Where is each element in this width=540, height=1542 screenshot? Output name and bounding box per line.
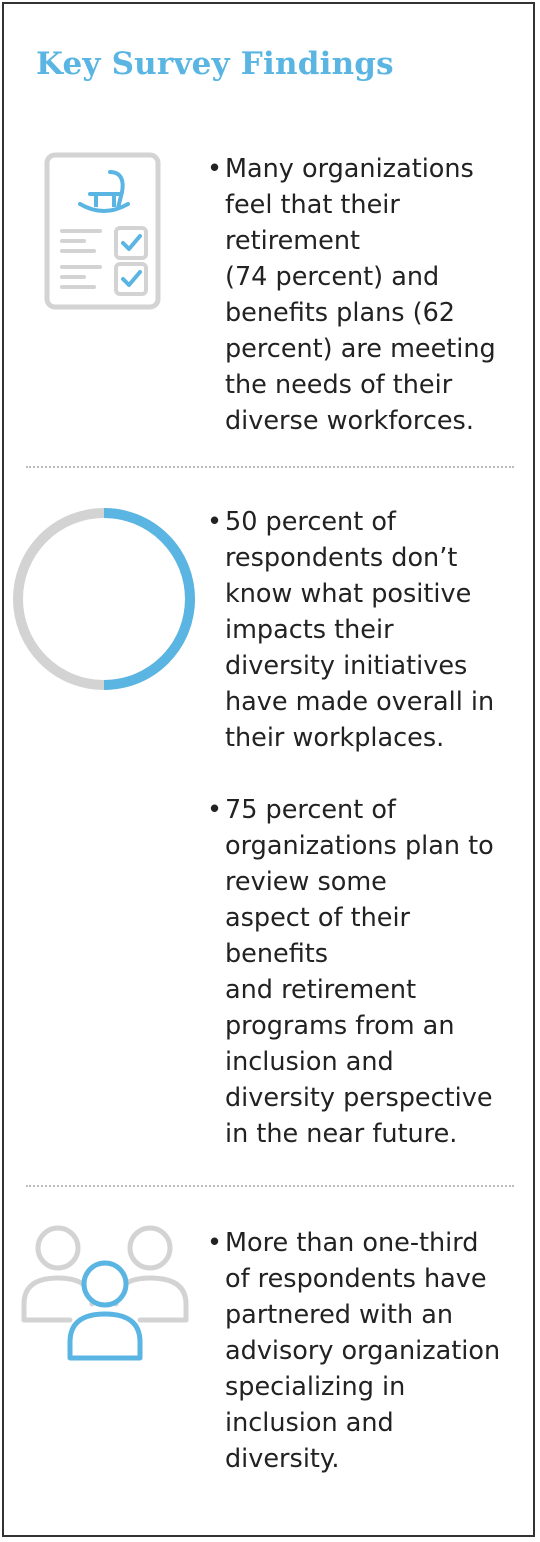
finding-text-line: aspect of their [225, 903, 411, 933]
finding-diversity-impacts: • 50 percent of respondents don’t know w… [207, 504, 512, 756]
finding-retirement-benefits: • Many organizations feel that their ret… [207, 151, 512, 439]
bullet: • [207, 154, 223, 184]
half-donut-icon [13, 508, 195, 690]
finding-text-line: their workplaces. [225, 723, 445, 753]
finding-text-line: Many organizations [225, 154, 474, 184]
finding-program-review: • 75 percent of organizations plan to re… [207, 792, 512, 1152]
finding-text-line: know what positive [225, 579, 472, 609]
finding-text-line: retirement [225, 226, 360, 256]
finding-text-line: respondents don’t [225, 543, 458, 573]
finding-text-line: have made overall in [225, 687, 495, 717]
finding-text-line: impacts their [225, 615, 394, 645]
bullet: • [207, 1228, 223, 1258]
finding-text-line: organizations plan to [225, 831, 494, 861]
people-group-icon [21, 1225, 189, 1361]
finding-text-line: More than one-third [225, 1228, 479, 1258]
finding-text-line: diverse workforces. [225, 406, 474, 436]
finding-text-line: advisory organization [225, 1336, 501, 1366]
finding-text-line: 75 percent of [225, 795, 396, 825]
page-title: Key Survey Findings [36, 46, 394, 82]
finding-text-line: specializing in [225, 1372, 406, 1402]
bullet: • [207, 507, 223, 537]
finding-text-line: partnered with an [225, 1300, 454, 1330]
finding-text-line: diversity initiatives [225, 651, 468, 681]
finding-text-line: and retirement [225, 975, 417, 1005]
finding-text-line: inclusion and [225, 1047, 394, 1077]
bullet: • [207, 795, 223, 825]
finding-text-line: 50 percent of [225, 507, 396, 537]
finding-text-line: percent) are meeting [225, 334, 496, 364]
section-divider [26, 466, 514, 468]
finding-text-line: in the near future. [225, 1119, 458, 1149]
finding-text-line: diversity. [225, 1444, 340, 1474]
finding-text-line: (74 percent) and [225, 262, 440, 292]
finding-text-line: review some [225, 867, 387, 897]
finding-text-line: inclusion and [225, 1408, 394, 1438]
finding-text-line: diversity perspective [225, 1083, 493, 1113]
finding-text-line: the needs of their [225, 370, 453, 400]
finding-text-line: benefits [225, 939, 329, 969]
finding-advisory-partnership: • More than one-third of respondents hav… [207, 1225, 512, 1477]
finding-text-line: of respondents have [225, 1264, 487, 1294]
finding-text-line: benefits plans (62 [225, 298, 456, 328]
retirement-checklist-icon [44, 152, 161, 310]
section-divider [26, 1185, 514, 1187]
finding-text-line: feel that their [225, 190, 400, 220]
finding-text-line: programs from an [225, 1011, 455, 1041]
